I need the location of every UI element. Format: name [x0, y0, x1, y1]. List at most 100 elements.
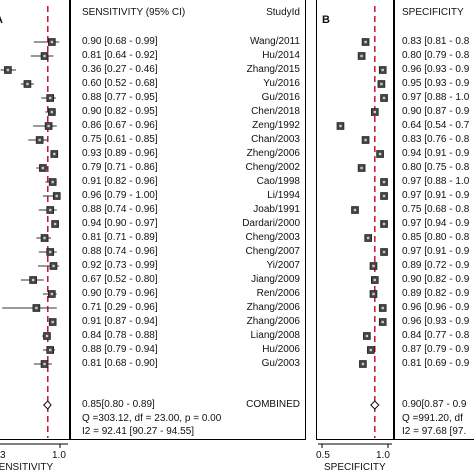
sensitivity-ci-label: 0.93 [0.89 - 0.96]	[82, 148, 158, 159]
sensitivity-i2-statistic: I2 = 92.41 [90.27 - 94.55]	[82, 426, 195, 437]
sensitivity-point-center	[31, 278, 35, 282]
study-column-header: StudyId	[266, 7, 300, 18]
sensitivity-point-center	[55, 194, 58, 198]
specificity-point-center	[372, 264, 375, 268]
sensitivity-ci-label: 0.88 [0.74 - 0.96]	[82, 246, 158, 257]
specificity-point-center	[364, 40, 367, 44]
sensitivity-ci-label: 0.36 [0.27 - 0.46]	[82, 64, 158, 75]
specificity-point-center	[365, 334, 369, 338]
study-name: Jiang/2009	[251, 274, 300, 285]
sensitivity-ci-label: 0.88 [0.77 - 0.95]	[82, 92, 158, 103]
sensitivity-q-statistic: Q =303.12, df = 23.00, p = 0.00	[82, 413, 222, 424]
specificity-ci-label: 0.81 [0.69 - 0.9	[402, 358, 470, 369]
sensitivity-tick-low: 3	[0, 450, 6, 461]
specificity-ci-label: 0.97 [0.91 - 0.9	[402, 246, 470, 257]
specificity-ci-label: 0.83 [0.81 - 0.8	[402, 36, 470, 47]
specificity-point-center	[380, 82, 383, 86]
sensitivity-point-center	[26, 82, 29, 86]
sensitivity-point-center	[49, 250, 52, 254]
sensitivity-point-center	[50, 292, 54, 296]
specificity-ci-label: 0.97 [0.94 - 0.9	[402, 218, 470, 229]
sensitivity-point-center	[6, 68, 10, 72]
specificity-point-center	[360, 166, 363, 170]
specificity-ci-label: 0.96 [0.93 - 0.9	[402, 316, 470, 327]
specificity-ci-label: 0.90 [0.82 - 0.9	[402, 274, 470, 285]
specificity-tick-low: 0.5	[316, 450, 330, 461]
specificity-point-center	[381, 320, 384, 324]
panel-a-label: A	[0, 14, 3, 26]
specificity-i2-statistic: I2 = 97.68 [97.	[402, 426, 467, 437]
sensitivity-ci-label: 0.94 [0.90 - 0.97]	[82, 218, 158, 229]
specificity-column-header: SPECIFICITY	[402, 7, 464, 18]
sensitivity-ci-label: 0.60 [0.52 - 0.68]	[82, 78, 158, 89]
panel-a-text-frame	[70, 0, 306, 440]
sensitivity-ci-label: 0.90 [0.79 - 0.96]	[82, 288, 158, 299]
specificity-ci-label: 0.89 [0.82 - 0.9	[402, 288, 470, 299]
sensitivity-point-center	[38, 138, 41, 142]
specificity-ci-label: 0.97 [0.88 - 1.0	[402, 92, 470, 103]
panel-b-plot-frame	[316, 0, 394, 440]
study-name: Wang/2011	[249, 36, 300, 47]
study-name: Zhang/2006	[246, 302, 300, 313]
sensitivity-axis-label: SENSITIVITY	[0, 462, 54, 473]
specificity-point-center	[382, 222, 386, 226]
sensitivity-point-center	[52, 264, 55, 268]
specificity-ci-label: 0.97 [0.91 - 0.9	[402, 190, 470, 201]
specificity-ci-label: 0.84 [0.77 - 0.8	[402, 330, 470, 341]
specificity-ci-label: 0.87 [0.79 - 0.9	[402, 344, 470, 355]
specificity-ci-label: 0.97 [0.88 - 1.0	[402, 176, 470, 187]
sensitivity-point-center	[35, 306, 38, 310]
panel-a-plot-frame	[0, 0, 70, 440]
specificity-point-center	[372, 292, 375, 296]
sensitivity-point-center	[49, 348, 52, 352]
sensitivity-point-center	[43, 362, 46, 366]
sensitivity-ci-label: 0.86 [0.67 - 0.96]	[82, 120, 158, 131]
combined-sensitivity-label: 0.85[0.80 - 0.89]	[82, 399, 155, 410]
sensitivity-point-center	[49, 96, 52, 100]
specificity-ci-label: 0.80 [0.75 - 0.8	[402, 162, 470, 173]
specificity-ci-label: 0.80 [0.79 - 0.8	[402, 50, 470, 61]
sensitivity-ci-label: 0.96 [0.79 - 1.00]	[82, 190, 158, 201]
study-name: Hu/2014	[262, 50, 300, 61]
specificity-point-center	[373, 110, 376, 114]
sensitivity-point-center	[43, 54, 46, 58]
specificity-combined-diamond	[370, 400, 380, 410]
sensitivity-ci-label: 0.84 [0.78 - 0.88]	[82, 330, 158, 341]
study-name: Cao/1998	[256, 176, 300, 187]
sensitivity-ci-label: 0.81 [0.68 - 0.90]	[82, 358, 158, 369]
sensitivity-ci-label: 0.71 [0.29 - 0.96]	[82, 302, 158, 313]
specificity-point-center	[382, 194, 386, 198]
study-name: Cheng/2003	[245, 232, 301, 243]
specificity-tick-high: 1.0	[376, 450, 390, 461]
study-name: Chan/2003	[251, 134, 300, 145]
specificity-point-center	[364, 138, 367, 142]
sensitivity-point-center	[51, 320, 54, 324]
sensitivity-ci-label: 0.91 [0.87 - 0.94]	[82, 316, 158, 327]
sensitivity-ci-label: 0.79 [0.71 - 0.86]	[82, 162, 158, 173]
study-name: Zheng/2006	[246, 148, 300, 159]
sensitivity-point-center	[53, 152, 56, 156]
study-name: Dardari/2000	[242, 218, 300, 229]
study-name: Zhang/2015	[246, 64, 300, 75]
sensitivity-column-header: SENSITIVITY (95% CI)	[82, 7, 186, 18]
specificity-ci-label: 0.90 [0.87 - 0.9	[402, 106, 470, 117]
specificity-point-center	[382, 96, 386, 100]
specificity-axis-label: SPECIFICITY	[324, 462, 386, 473]
specificity-ci-label: 0.94 [0.91 - 0.9	[402, 148, 470, 159]
study-name: Zhang/2006	[246, 316, 300, 327]
specificity-point-center	[361, 362, 365, 366]
study-name: Liang/2008	[250, 330, 301, 341]
sensitivity-point-center	[50, 40, 54, 44]
sensitivity-point-center	[45, 334, 49, 338]
sensitivity-point-center	[53, 222, 57, 226]
specificity-ci-label: 0.75 [0.68 - 0.8	[402, 204, 470, 215]
sensitivity-combined-diamond	[43, 400, 52, 410]
specificity-point-center	[367, 236, 370, 240]
specificity-point-center	[382, 180, 386, 184]
sensitivity-point-center	[43, 236, 46, 240]
study-name: Cheng/2007	[245, 246, 301, 257]
sensitivity-ci-label: 0.75 [0.61 - 0.85]	[82, 134, 158, 145]
specificity-point-center	[382, 250, 386, 254]
specificity-point-center	[373, 278, 376, 282]
